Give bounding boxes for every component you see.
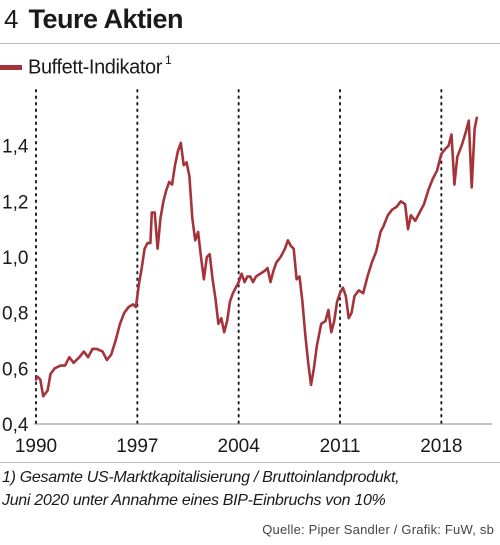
y-tick-label: 0,4 — [2, 415, 29, 436]
y-tick-label: 1,4 — [2, 137, 29, 158]
chart-heading: 4 Teure Aktien — [4, 4, 184, 38]
legend-label: Buffett-Indikator 1 — [28, 52, 172, 80]
chart-title: Teure Aktien — [28, 4, 184, 34]
bottom-divider — [0, 462, 500, 463]
legend-label-text: Buffett-Indikator — [28, 56, 163, 79]
footnote-line-1: 1) Gesamte US-Marktkapitalisierung / Bru… — [2, 469, 400, 486]
legend: Buffett-Indikator 1 — [0, 52, 172, 80]
y-tick-label: 1,0 — [2, 248, 28, 269]
x-tick-label: 2004 — [218, 436, 261, 457]
x-tick-label: 2018 — [420, 436, 462, 457]
top-divider — [0, 43, 500, 44]
y-tick-label: 0,6 — [2, 359, 28, 380]
legend-footnote-marker: 1 — [165, 52, 172, 67]
x-tick-label: 1990 — [15, 436, 57, 457]
source-credit: Quelle: Piper Sandler / Grafik: FuW, sb — [262, 522, 494, 537]
x-tick-label: 1997 — [116, 436, 158, 457]
figure-number: 4 — [4, 4, 19, 34]
y-tick-label: 1,2 — [2, 192, 28, 213]
footnote: 1) Gesamte US-Marktkapitalisierung / Bru… — [2, 466, 400, 512]
line-chart: 1990 1997 2004 2011 2018 0,4 0,6 0,8 1,0 1,2 1,4 — [2, 89, 492, 457]
footnote-line-2: Juni 2020 unter Annahme eines BIP-Einbru… — [2, 492, 386, 509]
series-line-buffett-indikator — [34, 116, 479, 398]
x-tick-label: 2011 — [320, 436, 361, 457]
y-tick-label: 0,8 — [2, 304, 28, 325]
legend-swatch — [0, 64, 22, 70]
